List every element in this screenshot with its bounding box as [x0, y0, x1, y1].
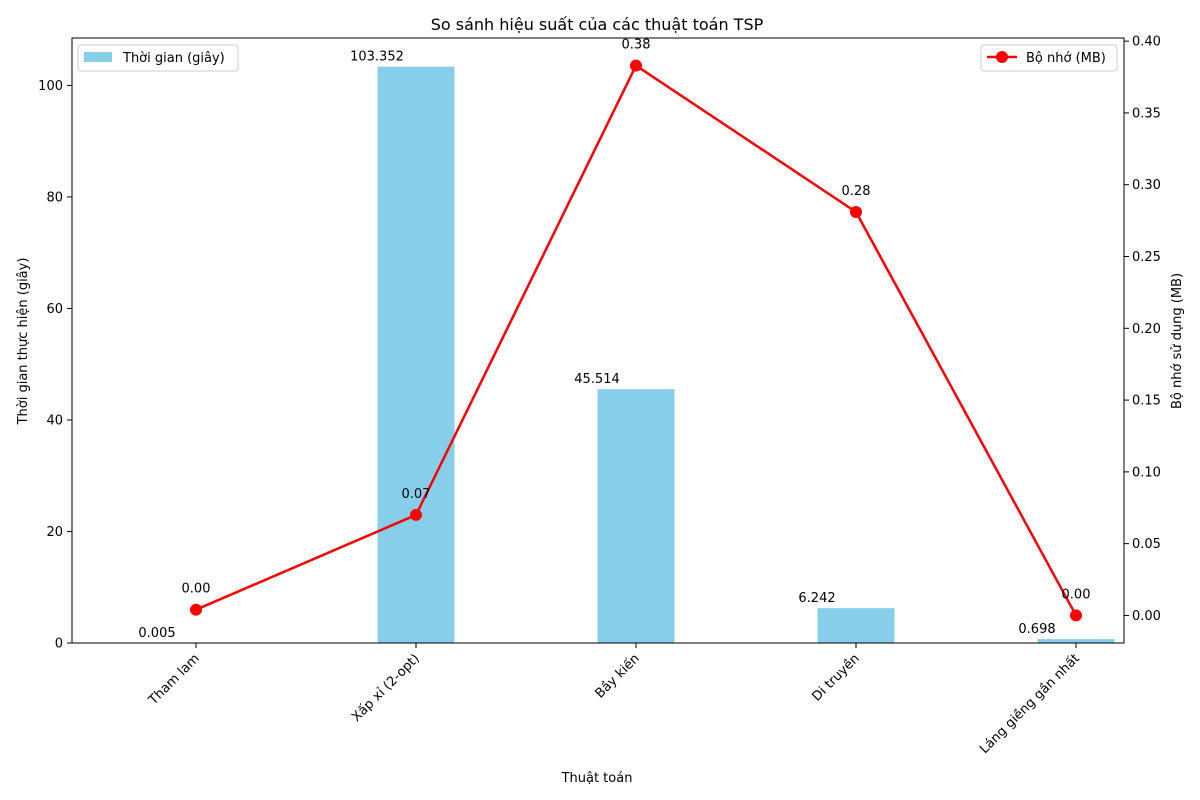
x-axis-label: Thuật toán: [561, 771, 633, 786]
legend-memory-marker: [996, 51, 1008, 63]
y-left-tick-label-0: 0: [55, 637, 63, 652]
y-right-tick-label-2: 0.10: [1132, 465, 1161, 480]
y-right-tick-label-4: 0.20: [1132, 322, 1161, 337]
y-right-tick-label-8: 0.40: [1132, 35, 1161, 50]
chart-title: So sánh hiệu suất của các thuật toán TSP: [431, 15, 764, 34]
memory-value-label-4: 0.00: [1062, 587, 1091, 602]
legend-time: [77, 44, 239, 72]
bar-2: [597, 389, 675, 643]
legend-memory: [980, 44, 1118, 72]
memory-value-label-2: 0.38: [622, 38, 651, 53]
y-right-tick-label-6: 0.30: [1132, 178, 1161, 193]
y-right-tick-label-7: 0.35: [1132, 106, 1161, 121]
plot-frame: [71, 37, 1125, 644]
y-right-tick-label-0: 0.00: [1132, 609, 1161, 624]
memory-point-2: [630, 59, 642, 72]
memory-value-label-3: 0.28: [842, 184, 871, 199]
y-axis-right-label: Bộ nhớ sử dụng (MB): [1170, 273, 1185, 409]
memory-point-4: [1070, 609, 1082, 622]
bar-3: [817, 608, 895, 643]
legend-time-label: Thời gian (giây): [122, 51, 225, 66]
bar-4: [1037, 639, 1115, 643]
memory-value-label-1: 0.07: [402, 487, 431, 502]
bar-value-label-3: 6.242: [798, 591, 835, 606]
y-left-tick-label-1: 20: [46, 525, 63, 540]
memory-point-3: [850, 206, 862, 219]
y-left-tick-label-2: 40: [46, 413, 63, 428]
plot-area: 0.005 103.352 45.514 6.242 0.698 0.00 0.07 0.38…: [38, 35, 1161, 757]
bar-value-label-2: 45.514: [574, 372, 620, 387]
bar-value-label-0: 0.005: [138, 626, 175, 641]
bar-value-label-4: 0.698: [1018, 622, 1055, 637]
bar-value-label-1: 103.352: [350, 50, 404, 65]
y-left-tick-label-5: 100: [38, 79, 63, 94]
memory-value-label-0: 0.00: [182, 582, 211, 597]
y-axis-left-label: Thời gian thực hiện (giây): [16, 258, 31, 426]
y-right-tick-label-1: 0.05: [1132, 537, 1161, 552]
bar-1: [377, 66, 455, 643]
memory-point-0: [190, 603, 202, 616]
legend-time-swatch: [84, 52, 112, 62]
memory-point-1: [410, 508, 422, 521]
y-left-tick-label-3: 60: [46, 302, 63, 317]
y-left-tick-label-4: 80: [46, 190, 63, 205]
legend-memory-label: Bộ nhớ (MB): [1026, 51, 1106, 66]
y-right-tick-label-3: 0.15: [1132, 394, 1161, 409]
y-right-tick-label-5: 0.25: [1132, 250, 1161, 265]
